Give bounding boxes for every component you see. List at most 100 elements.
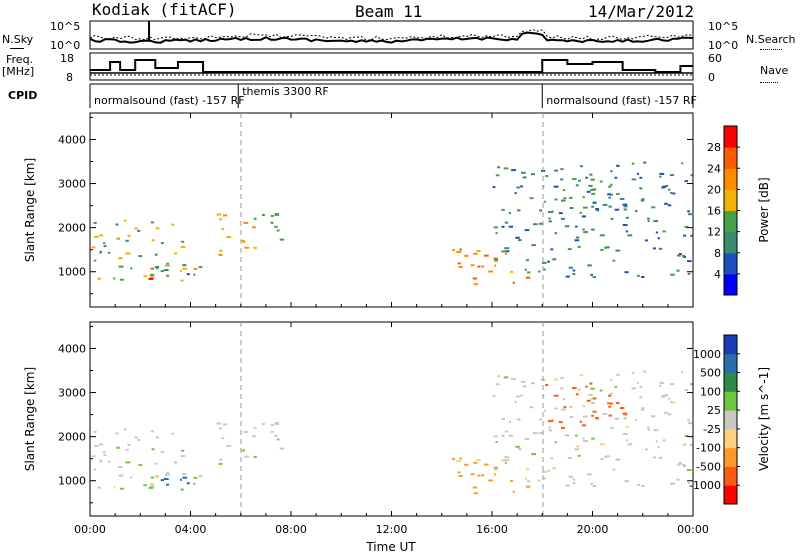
velocity-cell — [91, 455, 96, 458]
nave-tick-bottom: 0 — [708, 71, 715, 84]
power-cell — [639, 187, 643, 190]
power-cell — [150, 221, 154, 224]
velocity-cell — [143, 484, 147, 487]
velocity-cell — [508, 434, 513, 437]
power-cell — [508, 212, 511, 214]
velocity-cell — [193, 482, 196, 485]
velocity-cell — [641, 407, 645, 410]
velocity-cell — [563, 406, 567, 409]
power-cell — [115, 223, 119, 226]
power-cell — [221, 228, 225, 231]
power-cell — [595, 208, 599, 210]
velocity-cell — [525, 468, 529, 471]
velocity-cell — [537, 479, 541, 482]
power-cell — [643, 161, 647, 164]
velocity-cell — [670, 401, 673, 403]
velocity-cell — [627, 443, 633, 446]
velocity-cell — [127, 443, 131, 446]
velocity-cell — [274, 434, 278, 437]
y-tick-label: 4000 — [58, 133, 86, 146]
power-cell — [610, 193, 613, 196]
power-cell — [505, 250, 510, 253]
power-cell — [530, 173, 535, 176]
power-cell — [470, 264, 475, 267]
velocity-cell — [148, 486, 154, 489]
velocity-cell — [619, 407, 625, 409]
power-cell — [464, 254, 469, 257]
power-cell — [154, 253, 158, 256]
velocity-cell — [647, 426, 650, 429]
velocity-cell — [501, 459, 506, 462]
power-cell — [564, 225, 570, 228]
velocity-cell — [592, 397, 597, 400]
power-cell — [684, 180, 688, 183]
velocity-cell — [591, 437, 595, 440]
power-cell — [562, 189, 566, 192]
velocity-cell — [518, 448, 522, 451]
power-cell — [543, 200, 546, 203]
power-cell — [495, 174, 500, 177]
velocity-cell — [599, 389, 603, 392]
power-cell — [113, 277, 116, 280]
x-tick-label: 04:00 — [175, 523, 207, 536]
velocity-cell — [561, 408, 566, 411]
power-cell — [585, 176, 588, 179]
velocity-cell — [583, 440, 588, 443]
velocity-cell — [659, 381, 665, 384]
power-cell — [624, 271, 629, 274]
power-cell — [568, 266, 574, 269]
colorbar-tick-label: -500 — [696, 460, 721, 473]
power-colorbar-label: Power [dB] — [757, 177, 771, 242]
velocity-cell — [575, 434, 578, 437]
power-cell — [525, 276, 531, 279]
power-cell — [667, 204, 672, 207]
velocity-cell — [552, 467, 557, 470]
velocity-cell — [578, 388, 581, 391]
power-cell — [274, 213, 280, 216]
power-cell — [501, 250, 506, 253]
velocity-cell — [459, 457, 462, 460]
power-panel-frame — [89, 112, 694, 308]
velocity-cell — [653, 429, 659, 432]
power-cell — [586, 190, 591, 193]
nave-tick-top: 60 — [708, 52, 722, 65]
colorbar-tick-label: 20 — [707, 183, 721, 196]
velocity-cell — [174, 461, 178, 464]
colorbar-swatch — [724, 428, 737, 449]
power-cell — [252, 226, 256, 229]
velocity-cell — [610, 379, 613, 382]
power-cell — [591, 205, 594, 208]
velocity-cell — [665, 394, 668, 396]
velocity-cell — [616, 373, 620, 376]
colorbar-swatch — [724, 126, 737, 148]
power-cell — [690, 174, 693, 177]
velocity-cell — [494, 468, 498, 471]
power-cell — [99, 234, 104, 237]
velocity-cell — [124, 428, 127, 431]
power-cell — [635, 210, 638, 213]
power-cell — [602, 203, 608, 206]
velocity-cell — [137, 438, 141, 441]
velocity-cell — [503, 376, 509, 379]
velocity-cell — [276, 438, 280, 441]
power-cell — [587, 264, 592, 267]
power-cell — [494, 259, 498, 262]
colorbar-tick-label: 25 — [707, 404, 721, 417]
y-tick-label: 1000 — [58, 266, 86, 279]
velocity-cell — [103, 454, 107, 457]
power-cell — [599, 234, 605, 237]
power-cell — [610, 217, 614, 220]
freq-unit-label: [MHz] — [2, 65, 35, 78]
velocity-cell — [539, 418, 543, 421]
velocity-cell — [547, 420, 553, 423]
power-cell — [91, 246, 96, 249]
velocity-cell — [615, 458, 621, 461]
velocity-cell — [520, 394, 523, 397]
power-cell — [242, 240, 245, 243]
power-cell — [473, 283, 478, 286]
power-cell — [452, 249, 455, 251]
power-cell — [569, 196, 573, 199]
power-cell — [608, 185, 612, 188]
power-cell — [143, 275, 147, 278]
power-cell — [550, 248, 554, 251]
